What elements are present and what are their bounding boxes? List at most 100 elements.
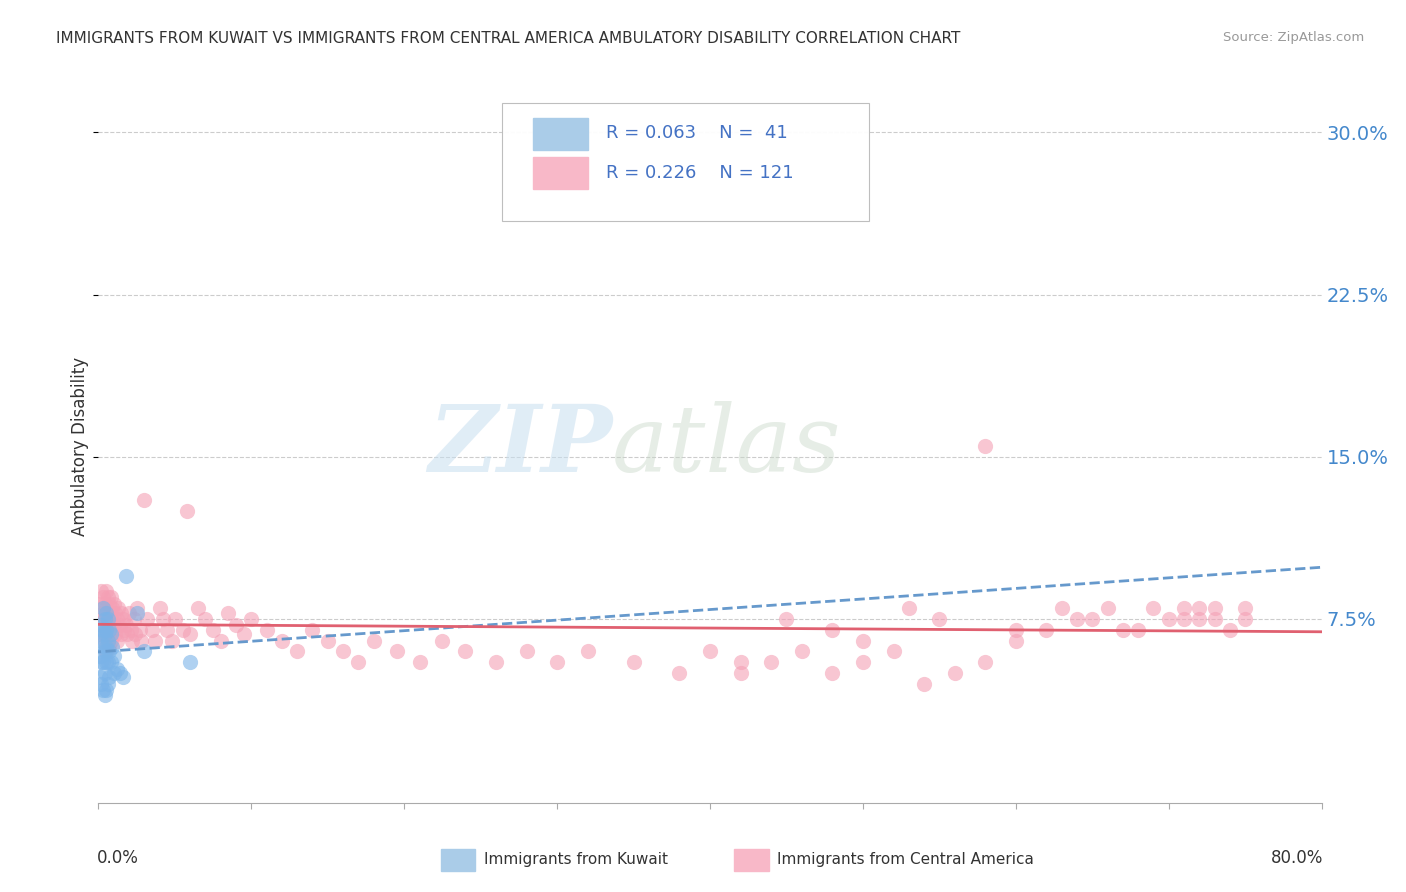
Immigrants from Central America <box>432 633 454 648</box>
Immigrants from Kuwait <box>94 683 117 698</box>
Immigrants from Central America <box>883 644 905 658</box>
Immigrants from Central America <box>1035 623 1057 637</box>
Immigrants from Central America <box>90 583 112 598</box>
Immigrants from Central America <box>103 618 125 632</box>
Immigrants from Central America <box>101 601 124 615</box>
Immigrants from Central America <box>1173 612 1195 626</box>
Immigrants from Central America <box>101 623 124 637</box>
Immigrants from Kuwait <box>93 627 115 641</box>
Immigrants from Central America <box>136 612 159 626</box>
Immigrants from Kuwait <box>105 662 128 676</box>
Immigrants from Central America <box>110 606 132 620</box>
Immigrants from Central America <box>94 623 117 637</box>
Immigrants from Kuwait <box>94 606 117 620</box>
Immigrants from Central America <box>347 655 370 669</box>
Immigrants from Central America <box>103 597 125 611</box>
Immigrants from Central America <box>332 644 354 658</box>
Immigrants from Central America <box>93 612 115 626</box>
Immigrants from Kuwait <box>91 623 114 637</box>
Immigrants from Central America <box>209 633 232 648</box>
Immigrants from Kuwait <box>91 655 114 669</box>
Immigrants from Kuwait <box>108 666 131 681</box>
Immigrants from Central America <box>163 612 186 626</box>
Immigrants from Kuwait <box>90 677 112 691</box>
Immigrants from Central America <box>156 623 179 637</box>
Immigrants from Kuwait <box>89 670 111 684</box>
Immigrants from Central America <box>1234 612 1257 626</box>
Immigrants from Kuwait <box>94 623 117 637</box>
Immigrants from Central America <box>124 627 146 641</box>
Immigrants from Central America <box>98 640 121 654</box>
Immigrants from Central America <box>454 644 477 658</box>
Immigrants from Central America <box>104 627 127 641</box>
Immigrants from Central America <box>194 612 217 626</box>
Immigrants from Kuwait <box>94 655 117 669</box>
Immigrants from Central America <box>93 597 115 611</box>
Immigrants from Kuwait <box>91 640 114 654</box>
Immigrants from Central America <box>974 439 997 453</box>
Immigrants from Central America <box>149 601 172 615</box>
Immigrants from Kuwait <box>89 648 111 663</box>
Immigrants from Kuwait <box>91 601 114 615</box>
Immigrants from Central America <box>107 601 129 615</box>
Immigrants from Central America <box>120 623 142 637</box>
Immigrants from Central America <box>100 612 122 626</box>
Immigrants from Central America <box>105 633 128 648</box>
Immigrants from Central America <box>129 633 152 648</box>
Immigrants from Kuwait <box>103 666 125 681</box>
Immigrants from Central America <box>152 612 174 626</box>
Immigrants from Kuwait <box>93 612 115 626</box>
Text: Immigrants from Kuwait: Immigrants from Kuwait <box>484 853 668 867</box>
Immigrants from Central America <box>134 493 156 508</box>
Immigrants from Central America <box>790 644 813 658</box>
Immigrants from Central America <box>699 644 721 658</box>
Immigrants from Central America <box>1173 601 1195 615</box>
Immigrants from Central America <box>121 633 143 648</box>
Immigrants from Central America <box>118 606 141 620</box>
Immigrants from Central America <box>363 633 385 648</box>
Immigrants from Central America <box>232 627 254 641</box>
Immigrants from Central America <box>974 655 997 669</box>
Immigrants from Central America <box>852 655 875 669</box>
Immigrants from Central America <box>1204 601 1226 615</box>
Immigrants from Central America <box>94 601 117 615</box>
Immigrants from Central America <box>285 644 308 658</box>
Immigrants from Central America <box>943 666 966 681</box>
Immigrants from Central America <box>1004 623 1026 637</box>
Text: R = 0.226    N = 121: R = 0.226 N = 121 <box>606 164 793 182</box>
Text: R = 0.063    N =  41: R = 0.063 N = 41 <box>606 125 787 143</box>
Immigrants from Central America <box>217 606 239 620</box>
Immigrants from Central America <box>1097 601 1119 615</box>
Immigrants from Central America <box>187 601 209 615</box>
Immigrants from Kuwait <box>93 644 115 658</box>
Text: 80.0%: 80.0% <box>1271 849 1323 867</box>
Text: 0.0%: 0.0% <box>97 849 139 867</box>
Immigrants from Central America <box>125 601 148 615</box>
Immigrants from Central America <box>225 618 247 632</box>
Immigrants from Central America <box>668 666 690 681</box>
Immigrants from Central America <box>775 612 797 626</box>
Immigrants from Central America <box>112 623 135 637</box>
Immigrants from Kuwait <box>97 677 120 691</box>
Immigrants from Central America <box>516 644 538 658</box>
Immigrants from Central America <box>897 601 920 615</box>
Immigrants from Central America <box>730 666 752 681</box>
Immigrants from Central America <box>98 597 121 611</box>
Immigrants from Central America <box>117 627 139 641</box>
Immigrants from Central America <box>97 591 120 605</box>
Text: Source: ZipAtlas.com: Source: ZipAtlas.com <box>1223 31 1364 45</box>
Immigrants from Central America <box>122 612 145 626</box>
Immigrants from Central America <box>143 633 166 648</box>
Immigrants from Central America <box>105 612 128 626</box>
Immigrants from Central America <box>110 627 132 641</box>
Immigrants from Kuwait <box>98 623 121 637</box>
Immigrants from Kuwait <box>94 640 117 654</box>
Immigrants from Central America <box>111 612 134 626</box>
Immigrants from Central America <box>852 633 875 648</box>
Immigrants from Central America <box>1157 612 1180 626</box>
Text: ZIP: ZIP <box>427 401 612 491</box>
Immigrants from Central America <box>821 666 844 681</box>
Immigrants from Central America <box>821 623 844 637</box>
Immigrants from Kuwait <box>111 670 134 684</box>
Immigrants from Central America <box>98 618 121 632</box>
